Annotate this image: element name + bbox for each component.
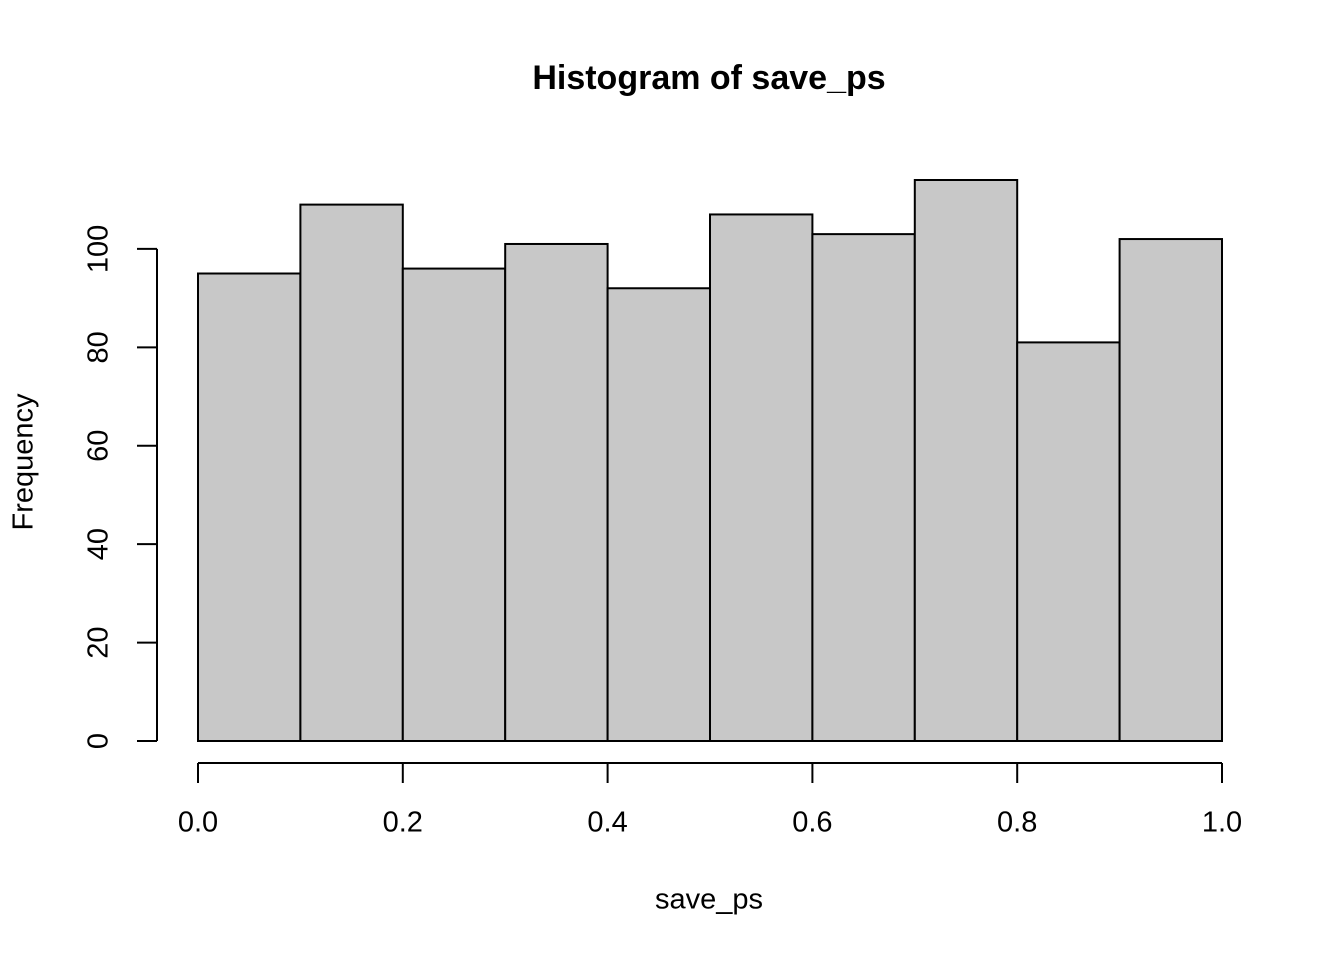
x-tick-label: 0.2 bbox=[383, 807, 423, 839]
bar bbox=[606, 287, 711, 742]
y-tick-label: 0 bbox=[83, 733, 115, 749]
y-tick-label: 20 bbox=[83, 626, 115, 658]
bar bbox=[1118, 238, 1223, 742]
x-tick-label: 1.0 bbox=[1202, 807, 1242, 839]
y-tick-label: 40 bbox=[83, 528, 115, 560]
chart-title: Histogram of save_ps bbox=[532, 59, 885, 97]
bar bbox=[811, 233, 916, 742]
y-tick-label: 60 bbox=[83, 430, 115, 462]
bar bbox=[1016, 341, 1121, 742]
x-axis-label: save_ps bbox=[655, 884, 763, 916]
x-tick-label: 0.6 bbox=[792, 807, 832, 839]
x-tick-label: 0.4 bbox=[587, 807, 627, 839]
bar bbox=[299, 203, 404, 742]
bar bbox=[401, 267, 507, 742]
bar bbox=[709, 213, 814, 742]
bar bbox=[197, 272, 302, 742]
x-tick-label: 0.8 bbox=[997, 807, 1037, 839]
y-axis-label: Frequency bbox=[8, 393, 40, 531]
y-tick-label: 80 bbox=[83, 331, 115, 363]
x-tick-label: 0.0 bbox=[178, 807, 218, 839]
bar bbox=[504, 242, 609, 742]
y-tick-label: 100 bbox=[83, 225, 115, 273]
bar bbox=[913, 179, 1019, 742]
